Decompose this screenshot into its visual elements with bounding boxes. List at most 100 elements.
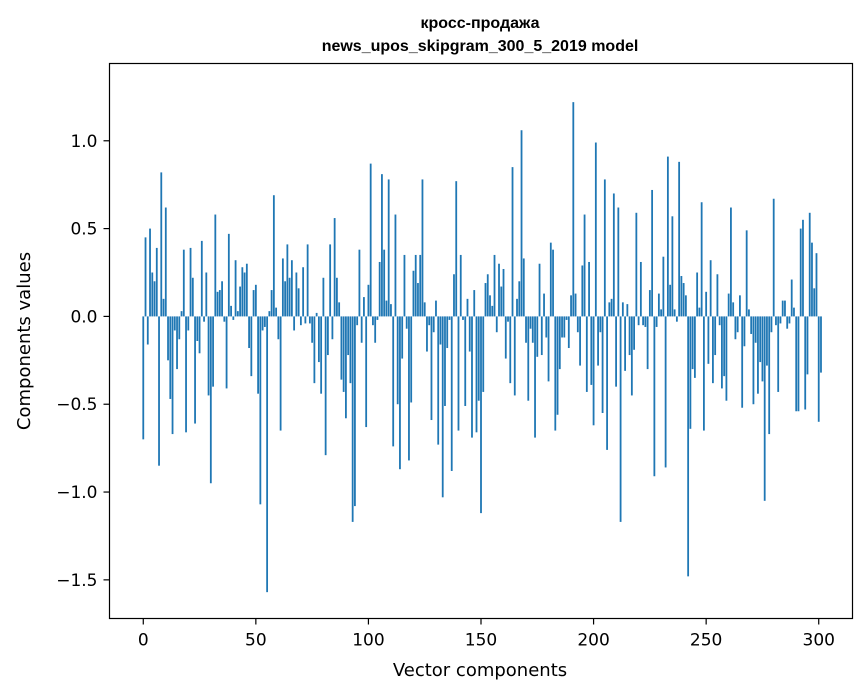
bar — [144, 237, 147, 317]
bar — [446, 316, 449, 349]
bar — [302, 267, 305, 317]
bar — [590, 316, 593, 385]
bar — [754, 316, 757, 343]
bar — [221, 281, 223, 317]
bar — [266, 316, 269, 593]
bar — [435, 300, 437, 317]
bar — [572, 102, 575, 317]
bar — [477, 316, 480, 401]
bar — [227, 233, 230, 317]
bar — [603, 179, 606, 317]
bar — [790, 279, 793, 317]
bar — [570, 295, 572, 317]
chart-title-line2: news_upos_skipgram_300_5_2019 model — [322, 38, 639, 55]
bar — [327, 316, 329, 356]
bar — [295, 272, 298, 317]
bar — [592, 316, 595, 426]
bar — [279, 316, 282, 431]
bar — [358, 249, 361, 317]
bar — [648, 290, 651, 317]
bar — [198, 316, 201, 354]
bar — [619, 316, 622, 522]
bar — [745, 230, 748, 317]
bar — [770, 316, 773, 333]
bar — [752, 316, 755, 405]
bar — [768, 316, 771, 435]
bar — [635, 212, 638, 317]
x-axis-ticks: 0 50 100 150 200 250 300 — [138, 618, 835, 651]
x-tick-label: 50 — [245, 631, 267, 651]
bar — [558, 316, 561, 370]
bar — [779, 316, 782, 324]
bar — [275, 307, 278, 317]
bar — [342, 316, 345, 392]
bar — [540, 316, 543, 356]
bar — [313, 316, 316, 384]
bar — [491, 305, 494, 317]
bar — [642, 316, 645, 326]
y-tick-label: −1.5 — [56, 571, 97, 591]
x-tick-label: 0 — [138, 631, 149, 651]
bar — [284, 281, 287, 317]
bar — [721, 316, 723, 389]
bar — [669, 284, 672, 317]
bar — [698, 307, 701, 317]
bar — [459, 254, 462, 317]
bar — [428, 316, 431, 326]
bar — [660, 309, 663, 317]
bar — [299, 316, 302, 326]
bar — [516, 298, 518, 317]
bar — [556, 316, 559, 415]
bar — [408, 316, 410, 461]
bar — [263, 316, 266, 327]
bar — [687, 316, 690, 577]
bar — [696, 272, 699, 317]
bar — [468, 316, 471, 352]
bar — [484, 283, 487, 317]
bar — [675, 316, 678, 322]
bar — [414, 254, 417, 317]
bar — [576, 316, 579, 333]
bar — [405, 316, 408, 329]
bar — [732, 302, 735, 317]
bar — [381, 174, 383, 317]
bar — [486, 274, 489, 317]
bar — [241, 267, 244, 317]
bar — [149, 228, 151, 317]
bar — [666, 156, 669, 317]
bars-group — [142, 102, 822, 593]
y-axis-ticks: −1.5 −1.0 −0.5 0.0 0.5 1.0 — [56, 132, 110, 591]
bar — [511, 167, 514, 317]
bar — [430, 316, 433, 421]
bar — [385, 300, 388, 317]
bar — [628, 316, 631, 356]
bar — [651, 189, 654, 317]
bar — [394, 214, 397, 317]
bar — [315, 312, 318, 317]
bar — [549, 242, 552, 317]
bar — [585, 316, 588, 392]
bar — [795, 316, 798, 412]
bar — [218, 290, 221, 317]
bar — [270, 290, 273, 317]
bar — [583, 214, 586, 317]
bar — [347, 316, 350, 356]
bar — [624, 316, 626, 371]
bar — [793, 307, 795, 317]
bar — [621, 302, 624, 317]
bar — [410, 316, 413, 403]
bar — [205, 272, 208, 317]
bar — [426, 316, 428, 352]
bar — [257, 316, 259, 394]
bar — [637, 316, 640, 326]
bar — [646, 316, 649, 370]
bar — [736, 316, 739, 333]
bar — [608, 302, 611, 317]
bar — [185, 316, 187, 433]
bar — [277, 316, 280, 340]
bar — [498, 263, 500, 317]
bar — [207, 316, 210, 396]
y-axis-label: Components values — [14, 252, 35, 430]
y-tick-label: −1.0 — [56, 483, 97, 503]
bar — [457, 316, 460, 431]
